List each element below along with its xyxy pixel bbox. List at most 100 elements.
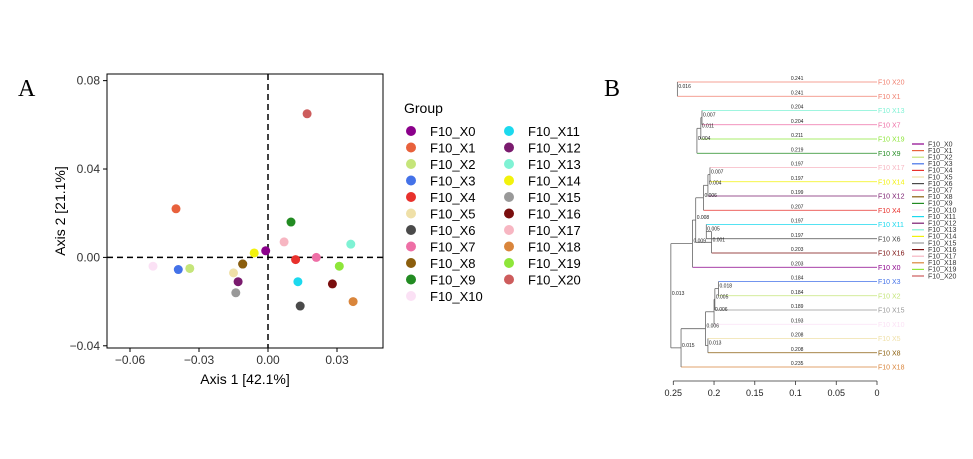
node-label: 0.004 xyxy=(709,180,722,186)
data-point-f10-x18 xyxy=(348,297,358,307)
data-point-f10-x20 xyxy=(302,109,312,119)
legend-swatch xyxy=(406,159,416,169)
tip-label: F10 X13 xyxy=(878,108,905,115)
legend-label: F10_X10 xyxy=(430,289,483,304)
reference-lines xyxy=(107,74,383,348)
legend-label: F10_X16 xyxy=(528,207,581,222)
tree-legend-label: F10_X15 xyxy=(928,240,957,247)
tip-label: F10 X2 xyxy=(878,293,901,300)
data-point-f10-x8 xyxy=(238,259,248,269)
data-point-f10-x13 xyxy=(346,239,356,249)
branch-length-label: 0.197 xyxy=(791,219,804,225)
legend-swatch xyxy=(504,258,514,268)
tree-legend-label: F10_X16 xyxy=(928,247,957,254)
tree-legend-label: F10_X17 xyxy=(928,254,957,261)
branch-length-label: 0.197 xyxy=(791,162,804,168)
branch-length-label: 0.241 xyxy=(791,90,804,96)
tip-label: F10 X7 xyxy=(878,122,901,129)
node-label: 0.016 xyxy=(678,84,691,90)
tip-label: F10 X19 xyxy=(878,137,905,144)
tree-legend-label: F10_X18 xyxy=(928,260,957,267)
tree-legend-label: F10_X6 xyxy=(928,181,953,188)
x-axis-title: Axis 1 [42.1%] xyxy=(200,371,290,387)
node-label: 0.013 xyxy=(709,341,722,347)
axis-ticks: −0.06 −0.03 0.00 0.03 −0.04 0.00 0.04 0.08 xyxy=(70,74,349,367)
tip-label: F10 X15 xyxy=(878,308,905,315)
node-label: 0.001 xyxy=(713,237,726,243)
data-point-f10-x7 xyxy=(311,252,321,262)
legend-swatch xyxy=(504,208,514,219)
node-label: 0.006 xyxy=(715,307,728,313)
tree-axis: 0.25 0.2 0.15 0.1 0.05 0 xyxy=(665,380,880,398)
legend-label: F10_X1 xyxy=(430,141,476,156)
tip-label: F10 X9 xyxy=(878,151,901,158)
branch-length-label: 0.208 xyxy=(791,347,804,353)
y-tick-label: 0.08 xyxy=(77,74,101,88)
tip-label: F10 X5 xyxy=(878,336,901,343)
node-label: 0.006 xyxy=(704,193,717,199)
tip-label: F10 X20 xyxy=(878,80,905,87)
branch-length-label: 0.219 xyxy=(791,147,804,153)
legend-label: F10_X2 xyxy=(430,157,476,172)
legend-label: F10_X14 xyxy=(528,174,581,189)
data-point-f10-x10 xyxy=(148,261,158,271)
branch-length-label: 0.204 xyxy=(791,105,804,111)
legend-swatch xyxy=(504,159,514,169)
legend-label: F10_X19 xyxy=(528,256,581,271)
data-point-f10-x2 xyxy=(185,263,195,273)
legend-swatch xyxy=(504,225,514,235)
tip-label: F10 X18 xyxy=(878,365,905,372)
y-tick-label: −0.04 xyxy=(70,339,101,353)
tree-legend-label: F10_X7 xyxy=(928,188,953,195)
tip-label: F10 X3 xyxy=(878,279,901,286)
panel-label-b: B xyxy=(604,76,620,102)
legend-label: F10_X5 xyxy=(430,207,476,222)
tip-label: F10 X16 xyxy=(878,251,905,258)
node-label: 0.005 xyxy=(716,294,729,300)
legend-swatch xyxy=(504,241,514,252)
legend-label: F10_X20 xyxy=(528,273,581,288)
data-point-f10-x3 xyxy=(173,265,183,275)
tree-legend-label: F10_X14 xyxy=(928,234,957,241)
data-point-f10-x15 xyxy=(231,288,241,298)
data-point-f10-x14 xyxy=(249,248,259,258)
tree-legend: F10_X0F10_X1F10_X2F10_X3F10_X4F10_X5F10_… xyxy=(912,141,957,280)
legend-label: F10_X3 xyxy=(430,174,476,189)
tip-label: F10 X0 xyxy=(878,265,901,272)
tree-legend-label: F10_X8 xyxy=(928,194,953,201)
tree-legend-label: F10_X4 xyxy=(928,168,953,175)
legend-swatch xyxy=(504,126,514,136)
branch-length-label: 0.197 xyxy=(791,176,804,182)
tip-label: F10 X17 xyxy=(878,165,905,172)
legend-label: F10_X6 xyxy=(430,223,476,238)
branch-length-label: 0.241 xyxy=(791,76,804,82)
legend-swatch xyxy=(504,175,514,186)
tip-label: F10 X12 xyxy=(878,194,905,201)
branch-length-label: 0.203 xyxy=(791,247,804,253)
pcoa-scatter-plot: −0.06 −0.03 0.00 0.03 −0.04 0.00 0.04 0.08 Axis… xyxy=(52,73,384,387)
legend-title: Group xyxy=(404,100,443,116)
tree-legend-label: F10_X3 xyxy=(928,161,953,168)
legend-swatch xyxy=(406,126,416,136)
node-label: 0.005 xyxy=(707,227,720,233)
legend-label: F10_X12 xyxy=(528,141,581,156)
data-point-f10-x17 xyxy=(279,237,289,247)
node-label: 0.004 xyxy=(698,136,711,142)
legend-label: F10_X13 xyxy=(528,157,581,172)
branch-length-label: 0.193 xyxy=(791,318,804,324)
data-point-f10-x5 xyxy=(229,268,238,278)
legend-swatch xyxy=(406,225,416,235)
legend-swatch xyxy=(504,142,514,153)
branch-length-label: 0.197 xyxy=(791,233,804,239)
tree-tick-label: 0.2 xyxy=(708,388,721,398)
branch-length-label: 0.207 xyxy=(791,204,804,210)
tree-tip-labels: F10 X20 F10 X1 F10 X13 F10 X7 F10 X19 F10 X9 F… xyxy=(878,80,905,372)
legend-label: F10_X7 xyxy=(430,240,476,255)
tip-label: F10 X14 xyxy=(878,179,905,186)
node-label: 0.013 xyxy=(672,291,685,297)
node-label: 0.009 xyxy=(693,239,706,245)
data-point-f10-x4 xyxy=(291,255,301,265)
tree-legend-label: F10_X10 xyxy=(928,207,957,214)
